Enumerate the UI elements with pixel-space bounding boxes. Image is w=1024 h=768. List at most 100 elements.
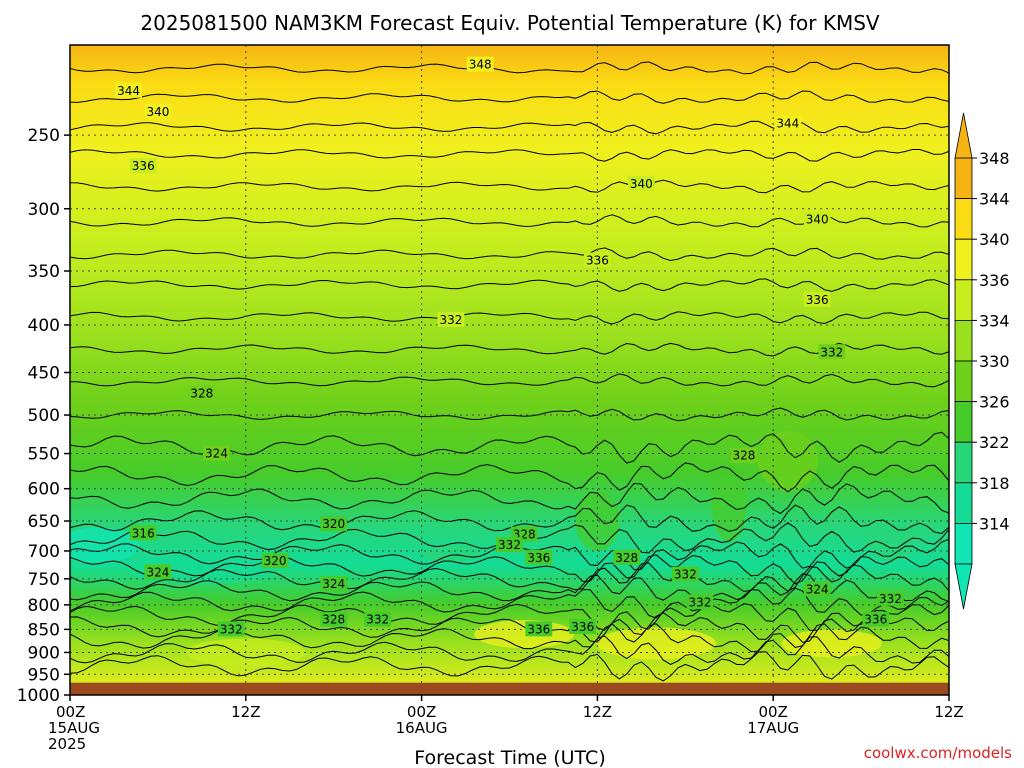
- colorbar-swatch: [954, 279, 973, 321]
- contour-label-bg: [671, 566, 699, 582]
- colorbar-label: 326: [979, 393, 1010, 412]
- contour-label: 336: [571, 620, 594, 634]
- contour-line: [70, 573, 949, 602]
- contour-line: [70, 587, 949, 619]
- y-tick-label: 300: [28, 200, 60, 220]
- contour-label-bg: [803, 581, 831, 597]
- contour-label-bg: [862, 611, 890, 627]
- contour-label: 328: [615, 551, 638, 565]
- y-tick-label: 400: [28, 316, 60, 336]
- field-patch: [575, 491, 620, 552]
- contour-label: 332: [879, 592, 902, 606]
- colorbar-label: 336: [979, 271, 1010, 290]
- contour-label-bg: [144, 564, 172, 580]
- y-tick-label: 750: [28, 570, 60, 590]
- colorbar-label: 334: [979, 311, 1010, 330]
- contour-label: 324: [806, 582, 829, 596]
- colorbar-label: 314: [979, 514, 1010, 533]
- contour-label: 332: [820, 345, 843, 359]
- contour-label-bg: [584, 252, 611, 268]
- contour-label: 332: [498, 538, 521, 552]
- y-tick-label: 900: [28, 643, 60, 663]
- contour-line: [70, 373, 949, 388]
- field-patch: [864, 517, 917, 562]
- x-tick-label: 00Z: [407, 703, 436, 721]
- contour-label: 324: [205, 447, 228, 461]
- colorbar-top-arrow: [954, 112, 973, 159]
- contour-label-bg: [496, 537, 523, 553]
- colorbar-label: 330: [979, 352, 1010, 371]
- contour-line: [70, 149, 949, 162]
- contour-line: [70, 311, 949, 325]
- credit-text[interactable]: coolwx.com/models: [864, 744, 1012, 762]
- contour-line: [70, 635, 949, 665]
- contour-label: 332: [439, 313, 462, 327]
- contour-label: 336: [864, 613, 887, 627]
- field-patch: [420, 545, 481, 562]
- contour-label: 344: [117, 84, 140, 98]
- contour-label: 320: [264, 554, 287, 568]
- contour-label-bg: [818, 344, 846, 360]
- contour-label: 336: [527, 622, 550, 636]
- x-tick-label: 2025: [48, 735, 86, 753]
- contour-label: 328: [732, 449, 755, 463]
- contour-label-bg: [320, 576, 348, 592]
- colorbar-swatch: [954, 238, 973, 281]
- contour-label: 320: [322, 517, 345, 531]
- contour-label: 336: [527, 551, 550, 565]
- field-patch: [781, 629, 882, 658]
- x-axis-label: Forecast Time (UTC): [414, 747, 605, 768]
- contour-label-bg: [525, 621, 553, 637]
- contour-label-bg: [437, 311, 465, 327]
- field-patch: [474, 620, 575, 649]
- y-tick-label: 850: [28, 620, 60, 640]
- contour-label-bg: [115, 82, 142, 98]
- contour-line: [70, 90, 949, 104]
- contour-line: [70, 61, 949, 75]
- y-tick-label: 350: [28, 262, 60, 282]
- contour-label: 332: [688, 595, 711, 609]
- x-tick-label: 12Z: [583, 703, 612, 721]
- contour-label: 340: [630, 177, 653, 191]
- y-tick-label: 450: [28, 364, 60, 384]
- field-patch: [711, 461, 748, 542]
- y-tick-label: 950: [28, 665, 60, 685]
- y-tick-label: 550: [28, 445, 60, 465]
- contour-line: [70, 612, 949, 643]
- contour-label-bg: [364, 611, 392, 627]
- field-patch: [596, 627, 716, 660]
- x-tick-label: 15AUG: [48, 719, 100, 737]
- y-tick-label: 800: [28, 596, 60, 616]
- contour-line: [70, 462, 949, 493]
- grid-lines: [70, 45, 949, 695]
- contour-label: 340: [146, 105, 169, 119]
- colorbar-swatch: [954, 157, 973, 199]
- x-tick-label: 16AUG: [396, 719, 448, 737]
- x-tick-label: 17AUG: [747, 719, 799, 737]
- contour-label-bg: [569, 618, 597, 634]
- contour-line: [70, 120, 949, 135]
- contour-label: 324: [322, 577, 345, 591]
- contour-label-bg: [525, 549, 553, 565]
- contour-label-bg: [129, 525, 157, 541]
- contour-label: 336: [132, 159, 155, 173]
- colorbar-label: 340: [979, 230, 1010, 249]
- colorbar-swatch: [954, 198, 973, 240]
- contour-label-bg: [877, 590, 904, 606]
- plot-area: 348 344 340 336 344 340 340 336 336 332 332 328 328 3…: [70, 45, 949, 695]
- contour-line: [70, 603, 949, 631]
- chart-title: 2025081500 NAM3KM Forecast Equiv. Potent…: [140, 11, 880, 35]
- contour-line: [70, 554, 949, 585]
- colorbar-swatch: [954, 319, 973, 362]
- contour-line: [70, 247, 949, 262]
- contour-line: [70, 214, 949, 228]
- y-tick-label: 650: [28, 512, 60, 532]
- colorbar-swatch: [954, 401, 973, 443]
- contour-label: 344: [776, 117, 799, 131]
- contour-label: 316: [132, 526, 155, 540]
- contour-line: [70, 504, 949, 535]
- contour-label-bg: [466, 56, 494, 72]
- contour-line: [70, 278, 949, 292]
- contour-labels: 348 344 340 336 344 340 340 336 336 332 332 328 328 3…: [115, 56, 904, 637]
